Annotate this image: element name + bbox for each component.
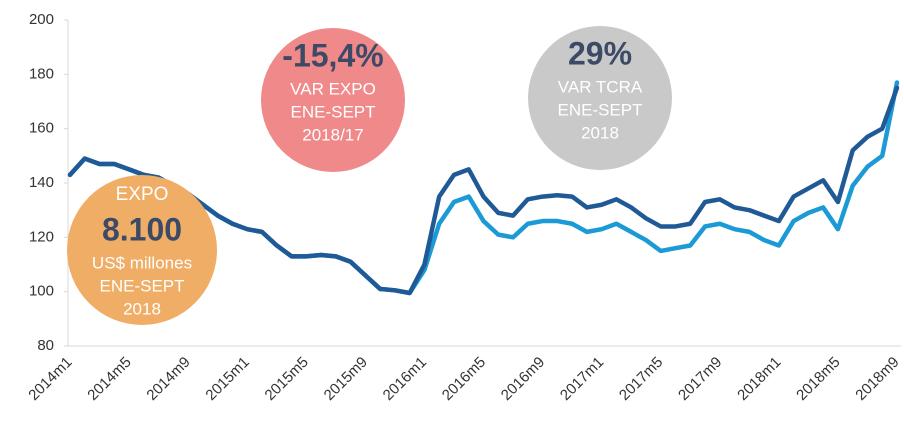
- annotation-line: 2018: [581, 123, 619, 142]
- line-series: [67, 85, 900, 296]
- annotation-circle: [528, 26, 672, 170]
- x-tick-label: 2018m9: [852, 354, 902, 404]
- x-tick-label: 2015m1: [202, 354, 252, 404]
- annotation-line: 2018: [123, 299, 161, 318]
- annotation-line: US$ millones: [92, 253, 192, 272]
- y-tick-label: 100: [29, 283, 54, 300]
- annotation-heading: EXPO: [116, 184, 169, 205]
- annotation-line: VAR EXPO: [290, 79, 376, 98]
- x-tick-label: 2014m9: [143, 354, 193, 404]
- y-tick-label: 80: [37, 337, 54, 354]
- y-tick-label: 160: [29, 120, 54, 137]
- x-tick-label: 2016m1: [380, 354, 430, 404]
- x-tick-label: 2018m5: [793, 354, 843, 404]
- annotation-line: VAR TCRA: [558, 77, 643, 96]
- x-tick-label: 2017m9: [675, 354, 725, 404]
- annotation-circle: [67, 175, 217, 325]
- x-tick-label: 2015m5: [262, 354, 312, 404]
- annotation-line: ENE-SEPT: [557, 100, 642, 119]
- y-tick-label: 180: [29, 65, 54, 82]
- x-tick-label: 2017m1: [557, 354, 607, 404]
- annotation-line: 2018/17: [302, 125, 363, 144]
- y-tick-label: 120: [29, 228, 54, 245]
- x-tick-label: 2017m5: [616, 354, 666, 404]
- annotation-line: ENE-SEPT: [290, 102, 375, 121]
- x-tick-label: 2018m1: [734, 354, 784, 404]
- annotation-value: 29%: [568, 35, 632, 71]
- annotation-line: ENE-SEPT: [99, 276, 184, 295]
- x-tick-label: 2014m1: [25, 354, 75, 404]
- annotation-value: 8.100: [102, 211, 182, 247]
- x-tick-label: 2016m9: [498, 354, 548, 404]
- annotation-circle: [261, 28, 405, 172]
- y-tick-label: 200: [29, 11, 54, 28]
- annotation-value: -15,4%: [282, 37, 383, 73]
- x-tick-label: 2016m5: [439, 354, 489, 404]
- y-tick-label: 140: [29, 174, 54, 191]
- x-tick-label: 2015m9: [321, 354, 371, 404]
- x-tick-label: 2014m5: [84, 354, 134, 404]
